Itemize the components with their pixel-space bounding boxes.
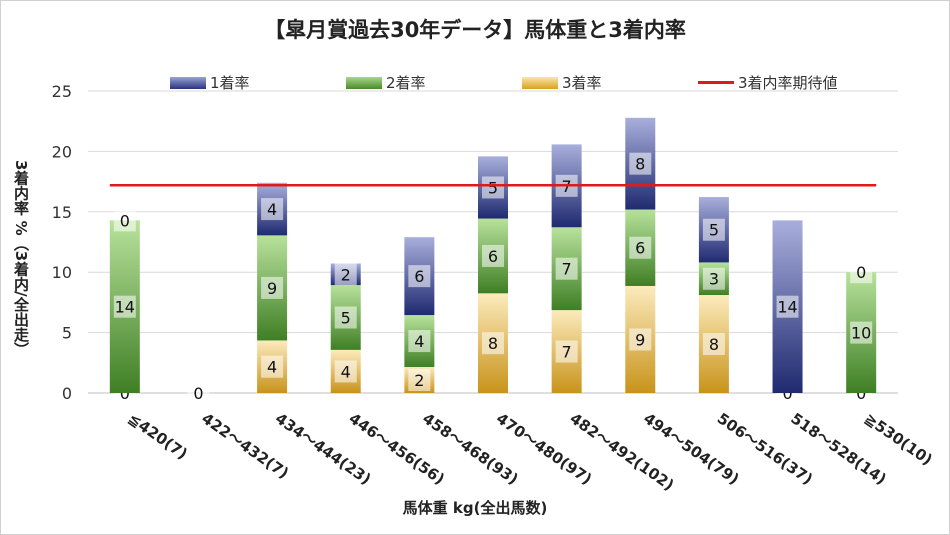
legend-swatch-3rd <box>522 76 558 89</box>
data-label-2nd-6: 7 <box>562 260 572 279</box>
data-label-bg-1st-4 <box>408 265 431 288</box>
data-label-1st-8: 5 <box>709 221 719 240</box>
data-label-2nd-3: 5 <box>341 309 351 328</box>
data-label-bg-3rd-7 <box>629 328 652 351</box>
data-label-1st-2: 4 <box>267 200 277 219</box>
data-label-3rd-8: 8 <box>709 335 719 354</box>
data-label-1st-4: 6 <box>414 267 424 286</box>
data-label-bg-1st-0 <box>113 209 136 232</box>
legend-item-2nd: 2着率 <box>346 72 426 93</box>
legend-item-3rd: 3着率 <box>522 72 602 93</box>
data-label-bg-2nd-8 <box>702 267 725 290</box>
data-label-3rd-6: 7 <box>562 343 572 362</box>
data-label-bg-2nd-4 <box>408 330 431 353</box>
data-label-bg-2nd-6 <box>555 257 578 280</box>
data-label-2nd-8: 3 <box>709 270 719 289</box>
data-label-bg-3rd-6 <box>555 340 578 363</box>
y-tick-label-5: 5 <box>62 324 72 343</box>
data-label-2nd-4: 4 <box>414 332 424 351</box>
data-label-bg-3rd-1 <box>187 382 210 404</box>
y-tick-label-10: 10 <box>52 263 72 282</box>
data-label-1st-5: 5 <box>488 178 498 197</box>
data-label-bg-2nd-2 <box>261 276 284 299</box>
y-tick-label-20: 20 <box>52 142 72 161</box>
data-label-bg-1st-2 <box>261 198 284 221</box>
x-tick-label-0: ≦420(7) <box>125 409 191 463</box>
data-label-bg-3rd-5 <box>482 332 504 355</box>
y-tick-label-0: 0 <box>62 384 72 403</box>
data-label-1st-7: 8 <box>635 155 645 174</box>
data-label-1st-9: 14 <box>777 298 797 317</box>
legend: 1着率 2着率 3着率 3着内率期待値 <box>0 72 950 96</box>
chart-title: 【皐月賞過去30年データ】馬体重と3着内率 <box>264 18 686 42</box>
legend-label-3rd: 3着率 <box>562 74 602 92</box>
data-label-3rd-3: 4 <box>341 362 351 381</box>
data-label-bg-3rd-8 <box>702 333 725 356</box>
y-tick-label-15: 15 <box>52 203 72 222</box>
data-label-3rd-1: 0 <box>193 384 203 403</box>
data-label-bg-2nd-7 <box>629 236 652 259</box>
data-label-3rd-4: 2 <box>414 371 424 390</box>
data-label-1st-3: 2 <box>341 265 351 284</box>
legend-item-1st: 1着率 <box>170 72 250 93</box>
x-tick-label-10: ≧530(10) <box>861 409 936 469</box>
data-label-bg-2nd-5 <box>482 244 504 267</box>
data-label-3rd-7: 9 <box>635 330 645 349</box>
data-label-3rd-5: 8 <box>488 334 498 353</box>
data-label-bg-3rd-2 <box>261 355 284 378</box>
data-label-3rd-2: 4 <box>267 358 277 377</box>
data-label-3rd-9: 0 <box>782 384 792 403</box>
data-label-2nd-2: 9 <box>267 279 277 298</box>
legend-item-expected: 3着内率期待値 <box>698 72 838 93</box>
legend-label-1st: 1着率 <box>210 74 250 92</box>
data-label-bg-3rd-3 <box>334 360 357 383</box>
y-tick-label-25: 25 <box>52 82 72 101</box>
data-label-bg-2nd-10 <box>850 321 873 344</box>
data-label-1st-0: 0 <box>120 211 130 230</box>
data-label-1st-10: 0 <box>856 263 866 282</box>
legend-swatch-2nd <box>346 76 382 89</box>
y-axis-label: 3着内率 %（3着内/全出走） <box>12 160 30 357</box>
data-label-bg-1st-3 <box>334 263 357 286</box>
x-axis-label: 馬体重 kg(全出馬数) <box>402 499 548 517</box>
legend-line-expected <box>698 81 734 84</box>
data-label-bg-1st-7 <box>629 152 652 175</box>
data-label-2nd-0: 14 <box>115 298 135 317</box>
data-label-bg-3rd-4 <box>408 369 431 392</box>
data-label-bg-2nd-0 <box>113 295 136 318</box>
data-label-bg-2nd-3 <box>334 306 357 329</box>
data-label-2nd-10: 10 <box>851 324 871 343</box>
legend-label-2nd: 2着率 <box>386 74 426 92</box>
legend-label-expected: 3着内率期待値 <box>738 74 838 92</box>
data-label-3rd-10: 0 <box>856 384 866 403</box>
legend-swatch-1st <box>170 76 206 89</box>
data-label-3rd-0: 0 <box>120 384 130 403</box>
data-label-bg-1st-5 <box>482 176 504 199</box>
data-label-bg-1st-9 <box>776 295 799 318</box>
data-label-bg-1st-8 <box>702 218 725 241</box>
data-label-bg-1st-10 <box>850 261 873 284</box>
data-label-2nd-7: 6 <box>635 239 645 258</box>
data-label-2nd-5: 6 <box>488 247 498 266</box>
